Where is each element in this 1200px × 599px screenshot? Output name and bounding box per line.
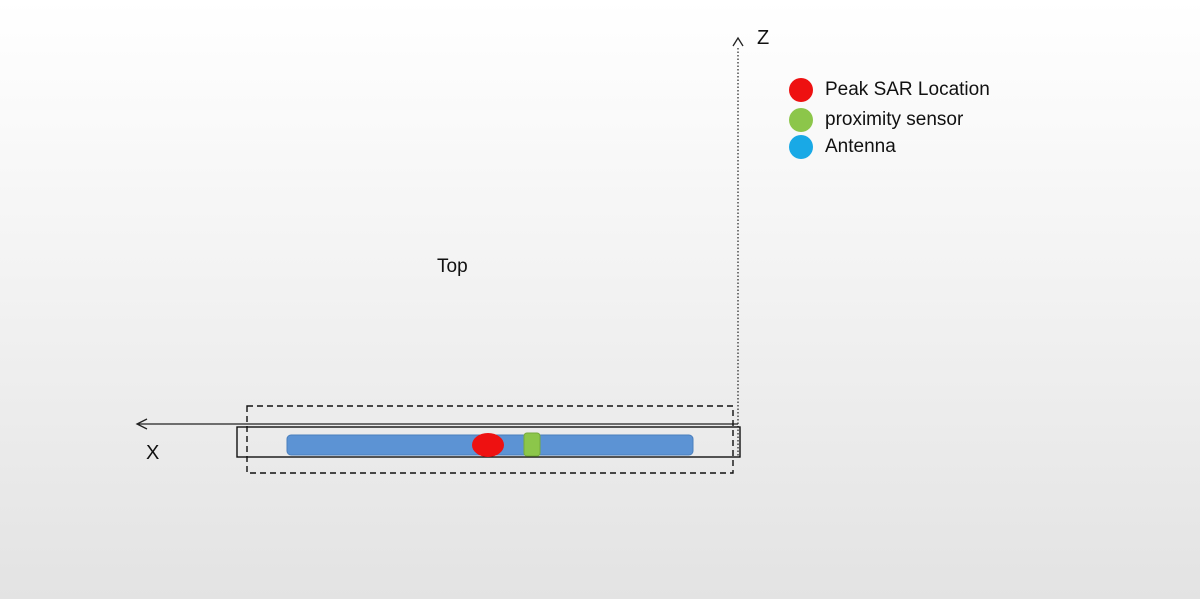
- legend-label-peak-sar: Peak SAR Location: [825, 79, 990, 100]
- peak-sar-legend-icon: [789, 78, 813, 102]
- legend-item-antenna: Antenna: [789, 134, 896, 160]
- x-axis-arrowhead: [135, 418, 148, 430]
- proximity-sensor-marker: [523, 432, 541, 457]
- legend-item-peak-sar: Peak SAR Location: [789, 77, 990, 103]
- legend-label-proximity-sensor: proximity sensor: [825, 109, 964, 130]
- proximity-sensor-legend-icon: [789, 108, 813, 132]
- legend-label-antenna: Antenna: [825, 136, 896, 157]
- top-label: Top: [437, 256, 468, 277]
- x-axis-label: X: [146, 442, 160, 464]
- legend-item-proximity-sensor: proximity sensor: [789, 107, 963, 133]
- antenna-legend-icon: [789, 135, 813, 159]
- z-axis-label: Z: [757, 27, 770, 49]
- device-outline: [236, 426, 741, 458]
- z-axis-arrowhead: [732, 36, 744, 47]
- peak-sar-marker: [472, 433, 504, 457]
- dashed-boundary: [246, 405, 734, 474]
